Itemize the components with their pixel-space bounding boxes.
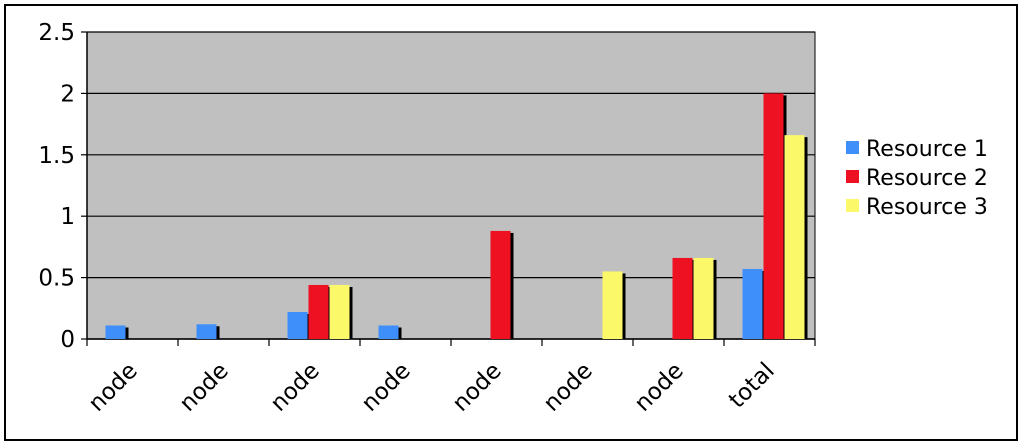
- bar-resource-1: [196, 324, 217, 339]
- bar-resource-2: [490, 230, 511, 339]
- legend-swatch: [846, 199, 859, 212]
- x-tick-label: node: [84, 358, 143, 417]
- legend-swatch: [846, 141, 859, 154]
- bar-resource-3: [329, 284, 350, 339]
- x-tick-label: total: [724, 358, 780, 414]
- x-tick-label: node: [175, 358, 234, 417]
- legend-swatch: [846, 170, 859, 183]
- legend-label: Resource 1: [866, 137, 988, 162]
- y-tick-label: 0.5: [38, 266, 75, 292]
- bar-resource-1: [287, 311, 308, 339]
- bar-resource-3: [602, 271, 623, 339]
- y-tick-label: 1: [60, 204, 75, 230]
- bar-resource-1: [105, 325, 126, 339]
- x-tick-label: node: [357, 358, 416, 417]
- x-tick-label: node: [539, 358, 598, 417]
- bar-resource-2: [763, 93, 784, 340]
- bar-resource-1: [378, 325, 399, 339]
- bar-resource-3: [784, 135, 805, 339]
- y-tick-label: 2: [60, 81, 75, 107]
- y-tick-label: 0: [60, 327, 75, 353]
- x-tick-label: node: [630, 358, 689, 417]
- y-tick-label: 2.5: [38, 20, 75, 46]
- bar-resource-2: [308, 284, 329, 339]
- bar-resource-3: [693, 257, 714, 339]
- x-tick-label: node: [266, 358, 325, 417]
- legend-label: Resource 2: [866, 166, 988, 191]
- bar-resource-1: [742, 269, 763, 339]
- x-tick-label: node: [448, 358, 507, 417]
- bar-resource-2: [672, 257, 693, 339]
- y-tick-label: 1.5: [38, 143, 75, 169]
- legend-label: Resource 3: [866, 195, 988, 220]
